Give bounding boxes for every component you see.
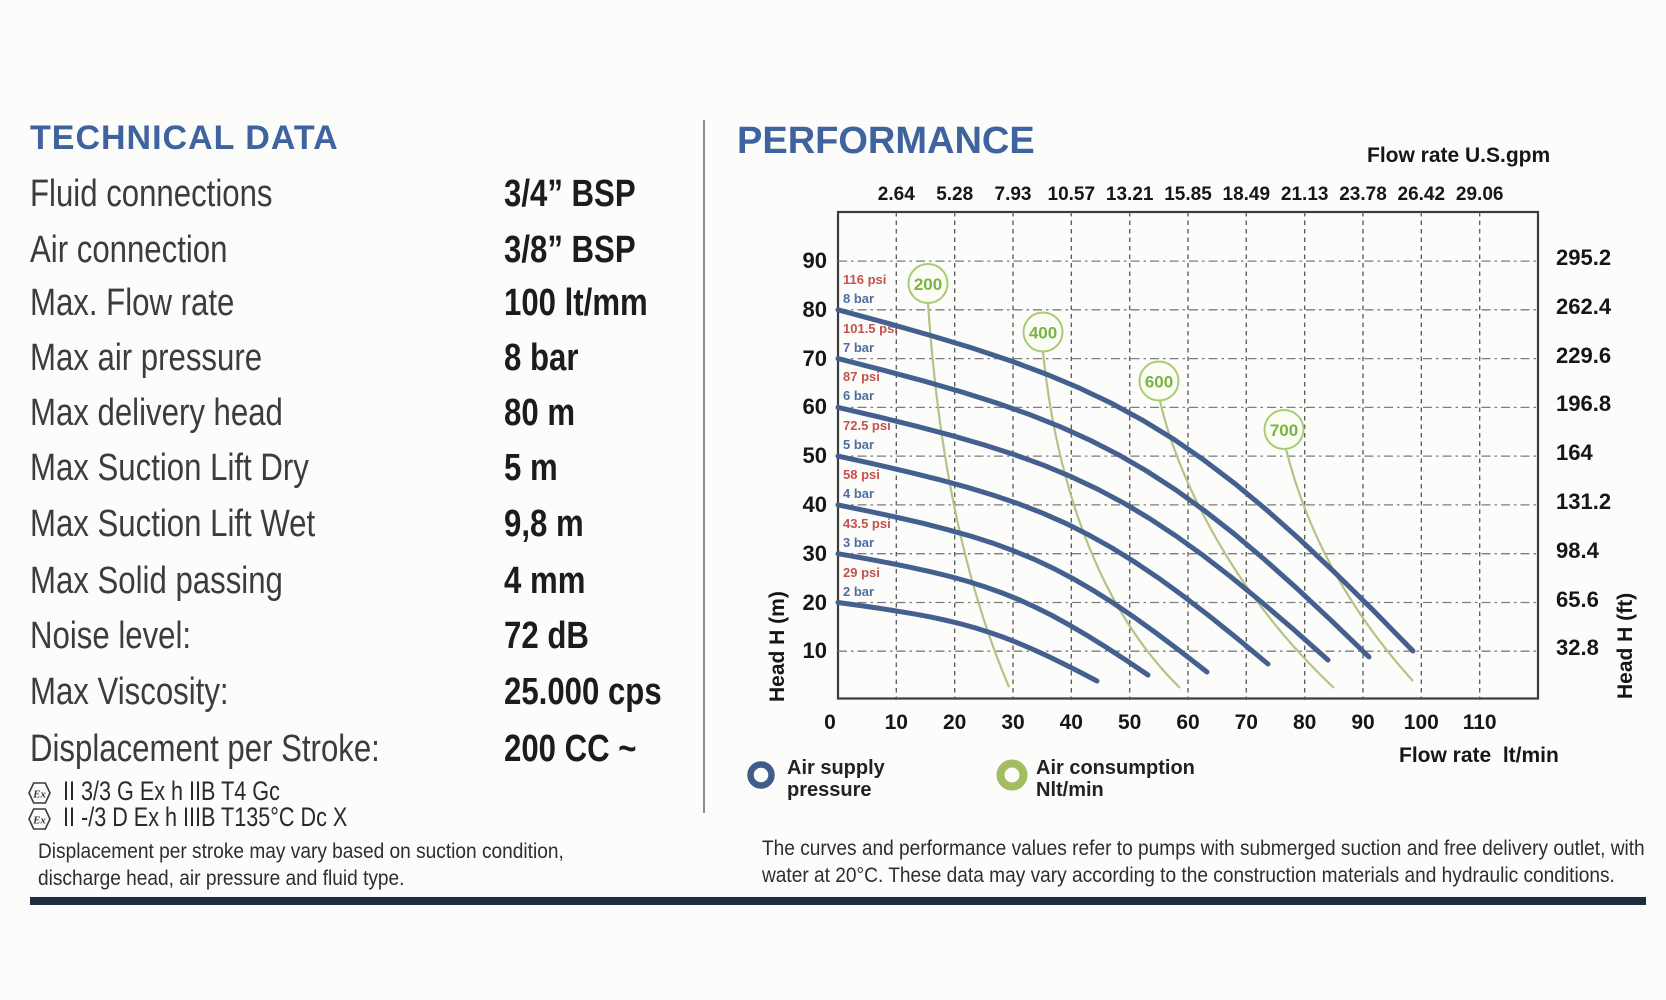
svg-text:600: 600: [1145, 373, 1173, 392]
svg-text:Ex: Ex: [32, 815, 46, 827]
svg-text:Ex: Ex: [32, 789, 46, 801]
svg-text:200: 200: [914, 275, 942, 294]
svg-text:700: 700: [1270, 421, 1298, 440]
svg-text:400: 400: [1029, 324, 1057, 343]
